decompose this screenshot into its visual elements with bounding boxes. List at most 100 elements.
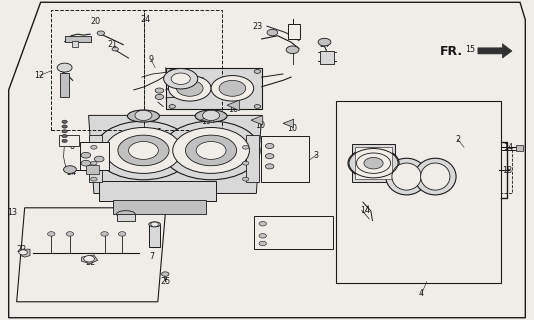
Circle shape xyxy=(318,38,331,46)
Bar xyxy=(149,225,161,247)
Bar xyxy=(288,24,300,39)
Polygon shape xyxy=(17,208,166,302)
Circle shape xyxy=(259,234,266,238)
Bar xyxy=(355,147,392,179)
Text: 24: 24 xyxy=(319,40,329,49)
Circle shape xyxy=(364,157,383,169)
Ellipse shape xyxy=(392,163,421,190)
Bar xyxy=(320,51,334,64)
Text: 24: 24 xyxy=(66,168,76,177)
Bar xyxy=(89,134,102,182)
Circle shape xyxy=(219,80,246,96)
Text: 14: 14 xyxy=(360,206,371,215)
Text: 22: 22 xyxy=(17,245,27,254)
Circle shape xyxy=(185,135,237,166)
Text: 10: 10 xyxy=(229,105,239,114)
Circle shape xyxy=(19,250,27,255)
Bar xyxy=(336,101,501,283)
Polygon shape xyxy=(478,44,512,58)
Ellipse shape xyxy=(421,163,450,190)
Circle shape xyxy=(119,232,126,236)
Text: 13: 13 xyxy=(7,208,18,217)
Circle shape xyxy=(172,127,249,173)
Text: 20: 20 xyxy=(90,17,100,26)
Polygon shape xyxy=(200,116,214,123)
Circle shape xyxy=(286,46,299,53)
Circle shape xyxy=(196,141,226,159)
Bar xyxy=(51,10,145,130)
Circle shape xyxy=(168,76,211,101)
Polygon shape xyxy=(82,255,98,264)
Text: 2: 2 xyxy=(455,135,460,144)
Circle shape xyxy=(135,110,152,121)
Circle shape xyxy=(91,177,97,181)
Circle shape xyxy=(105,127,182,173)
Circle shape xyxy=(91,161,97,165)
Text: 22: 22 xyxy=(85,258,95,267)
Circle shape xyxy=(101,232,108,236)
Ellipse shape xyxy=(116,211,135,218)
Text: 3: 3 xyxy=(313,151,318,160)
Bar xyxy=(352,144,395,182)
Circle shape xyxy=(81,152,91,158)
Text: 23: 23 xyxy=(253,22,263,31)
Bar xyxy=(99,181,216,201)
Bar xyxy=(516,145,523,151)
Circle shape xyxy=(357,153,390,173)
Polygon shape xyxy=(9,2,525,318)
Polygon shape xyxy=(21,249,30,257)
Text: 12: 12 xyxy=(35,71,45,80)
Circle shape xyxy=(62,130,67,133)
Polygon shape xyxy=(227,100,239,111)
Circle shape xyxy=(155,88,164,93)
Circle shape xyxy=(155,94,164,100)
Bar xyxy=(145,10,222,130)
Circle shape xyxy=(164,68,198,89)
Circle shape xyxy=(62,120,67,123)
Circle shape xyxy=(81,160,91,166)
Circle shape xyxy=(259,221,266,226)
Text: 17: 17 xyxy=(115,213,125,222)
Bar xyxy=(65,36,91,42)
Circle shape xyxy=(169,69,175,73)
Bar xyxy=(113,200,206,214)
Circle shape xyxy=(95,156,104,162)
Text: 4: 4 xyxy=(419,289,424,298)
Circle shape xyxy=(62,134,67,138)
Text: 15: 15 xyxy=(466,44,475,54)
Circle shape xyxy=(171,73,190,84)
Ellipse shape xyxy=(386,158,427,195)
Circle shape xyxy=(254,105,261,108)
Text: 6: 6 xyxy=(295,230,301,239)
Circle shape xyxy=(202,110,219,121)
Text: 10: 10 xyxy=(288,124,297,133)
Text: 16: 16 xyxy=(288,28,297,37)
Text: 10: 10 xyxy=(255,121,265,130)
Circle shape xyxy=(112,47,119,51)
Circle shape xyxy=(176,80,203,96)
Circle shape xyxy=(169,105,175,108)
Circle shape xyxy=(211,76,254,101)
Circle shape xyxy=(162,272,169,276)
Bar xyxy=(166,68,262,109)
Circle shape xyxy=(97,31,105,36)
Circle shape xyxy=(118,135,169,166)
Ellipse shape xyxy=(149,222,161,227)
Text: 7: 7 xyxy=(150,252,154,261)
Text: 18: 18 xyxy=(501,166,512,175)
Circle shape xyxy=(62,125,67,128)
Bar xyxy=(86,165,99,174)
Circle shape xyxy=(162,121,260,180)
Text: 9: 9 xyxy=(148,55,153,64)
Circle shape xyxy=(95,121,192,180)
Ellipse shape xyxy=(195,110,227,122)
Circle shape xyxy=(267,29,278,36)
Polygon shape xyxy=(283,119,294,127)
Bar xyxy=(60,73,69,97)
Circle shape xyxy=(259,241,266,246)
Circle shape xyxy=(48,232,55,236)
Circle shape xyxy=(242,177,249,181)
Circle shape xyxy=(151,222,159,227)
Text: 8: 8 xyxy=(69,142,74,151)
Polygon shape xyxy=(89,116,262,194)
